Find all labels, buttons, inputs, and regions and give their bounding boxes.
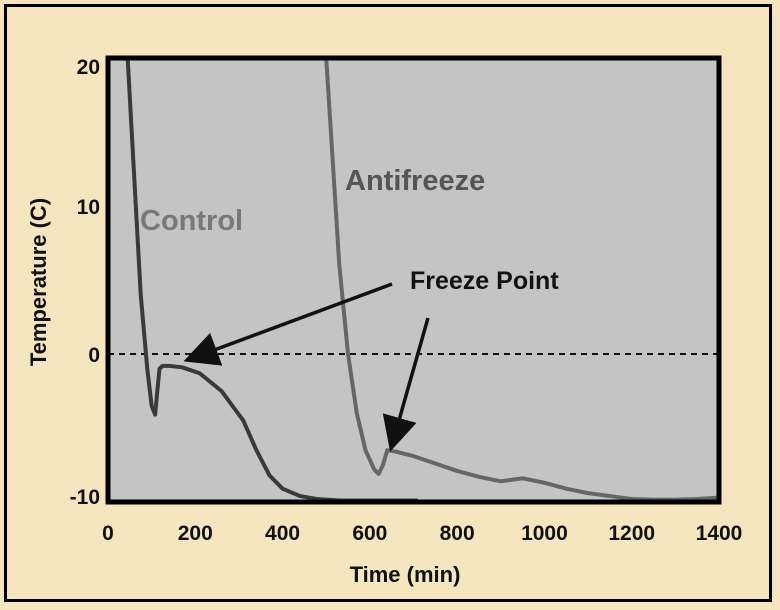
x-tick-label: 800 bbox=[440, 522, 475, 545]
x-tick-label: 1400 bbox=[696, 522, 743, 545]
y-tick-label: 10 bbox=[77, 196, 100, 219]
x-tick-label: 400 bbox=[265, 522, 300, 545]
x-tick-label: 1000 bbox=[521, 522, 568, 545]
y-tick-label: 20 bbox=[77, 56, 100, 79]
x-tick-label: 200 bbox=[178, 522, 213, 545]
y-axis-title: Temperature (C) bbox=[26, 198, 51, 366]
plot-border bbox=[105, 55, 722, 505]
x-axis-title: Time (min) bbox=[350, 562, 461, 587]
annotation-control: Control bbox=[140, 205, 243, 237]
y-tick-label: -10 bbox=[70, 486, 100, 509]
annotation-antifreeze: Antifreeze bbox=[345, 165, 485, 197]
annotation-freeze-point: Freeze Point bbox=[410, 267, 559, 295]
series-line-antifreeze bbox=[324, 58, 719, 502]
freeze-point-arrow-control bbox=[183, 282, 393, 366]
x-tick-label: 600 bbox=[352, 522, 387, 545]
freeze-point-arrow-antifreeze bbox=[382, 317, 430, 452]
x-tick-label: 0 bbox=[102, 522, 114, 545]
y-tick-label: 0 bbox=[88, 344, 100, 367]
x-tick-label: 1200 bbox=[608, 522, 655, 545]
